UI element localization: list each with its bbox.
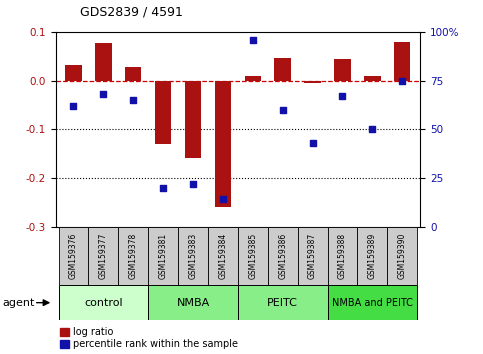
FancyBboxPatch shape: [357, 227, 387, 285]
Point: [70, 103, 77, 109]
Bar: [274, 58, 291, 81]
Point: [339, 93, 346, 99]
Bar: [95, 42, 112, 81]
Text: GSM159383: GSM159383: [188, 233, 198, 279]
Text: GSM159378: GSM159378: [129, 233, 138, 279]
Text: GSM159386: GSM159386: [278, 233, 287, 279]
Text: control: control: [84, 298, 123, 308]
Text: GDS2839 / 4591: GDS2839 / 4591: [80, 5, 183, 18]
Point: [219, 196, 227, 202]
Point: [279, 107, 286, 113]
Bar: [155, 81, 171, 144]
Point: [249, 37, 256, 42]
Text: GSM159376: GSM159376: [69, 233, 78, 279]
FancyBboxPatch shape: [208, 227, 238, 285]
Point: [369, 126, 376, 132]
Bar: [185, 81, 201, 159]
Bar: [215, 81, 231, 207]
FancyBboxPatch shape: [238, 227, 268, 285]
FancyBboxPatch shape: [88, 227, 118, 285]
Point: [189, 181, 197, 187]
Text: NMBA: NMBA: [176, 298, 210, 308]
FancyBboxPatch shape: [327, 285, 417, 320]
Text: GSM159385: GSM159385: [248, 233, 257, 279]
Point: [309, 140, 316, 146]
Bar: [125, 67, 142, 81]
Bar: [334, 59, 351, 81]
FancyBboxPatch shape: [268, 227, 298, 285]
FancyBboxPatch shape: [148, 285, 238, 320]
FancyBboxPatch shape: [58, 285, 148, 320]
Text: PEITC: PEITC: [267, 298, 298, 308]
Text: GSM159384: GSM159384: [218, 233, 227, 279]
FancyBboxPatch shape: [238, 285, 327, 320]
Legend: log ratio, percentile rank within the sample: log ratio, percentile rank within the sa…: [60, 327, 238, 349]
Text: GSM159388: GSM159388: [338, 233, 347, 279]
Text: agent: agent: [2, 298, 35, 308]
Point: [398, 78, 406, 84]
Point: [129, 97, 137, 103]
Bar: [65, 65, 82, 81]
Text: GSM159377: GSM159377: [99, 233, 108, 279]
Text: GSM159389: GSM159389: [368, 233, 377, 279]
FancyBboxPatch shape: [148, 227, 178, 285]
Bar: [394, 42, 411, 81]
Point: [99, 91, 107, 97]
FancyBboxPatch shape: [298, 227, 327, 285]
Text: GSM159390: GSM159390: [398, 233, 407, 279]
Point: [159, 185, 167, 190]
FancyBboxPatch shape: [387, 227, 417, 285]
Text: NMBA and PEITC: NMBA and PEITC: [332, 298, 413, 308]
Text: GSM159387: GSM159387: [308, 233, 317, 279]
Text: GSM159381: GSM159381: [158, 233, 168, 279]
Bar: [364, 76, 381, 81]
FancyBboxPatch shape: [178, 227, 208, 285]
FancyBboxPatch shape: [118, 227, 148, 285]
FancyBboxPatch shape: [58, 227, 88, 285]
Bar: [244, 76, 261, 81]
Bar: [304, 81, 321, 83]
FancyBboxPatch shape: [327, 227, 357, 285]
